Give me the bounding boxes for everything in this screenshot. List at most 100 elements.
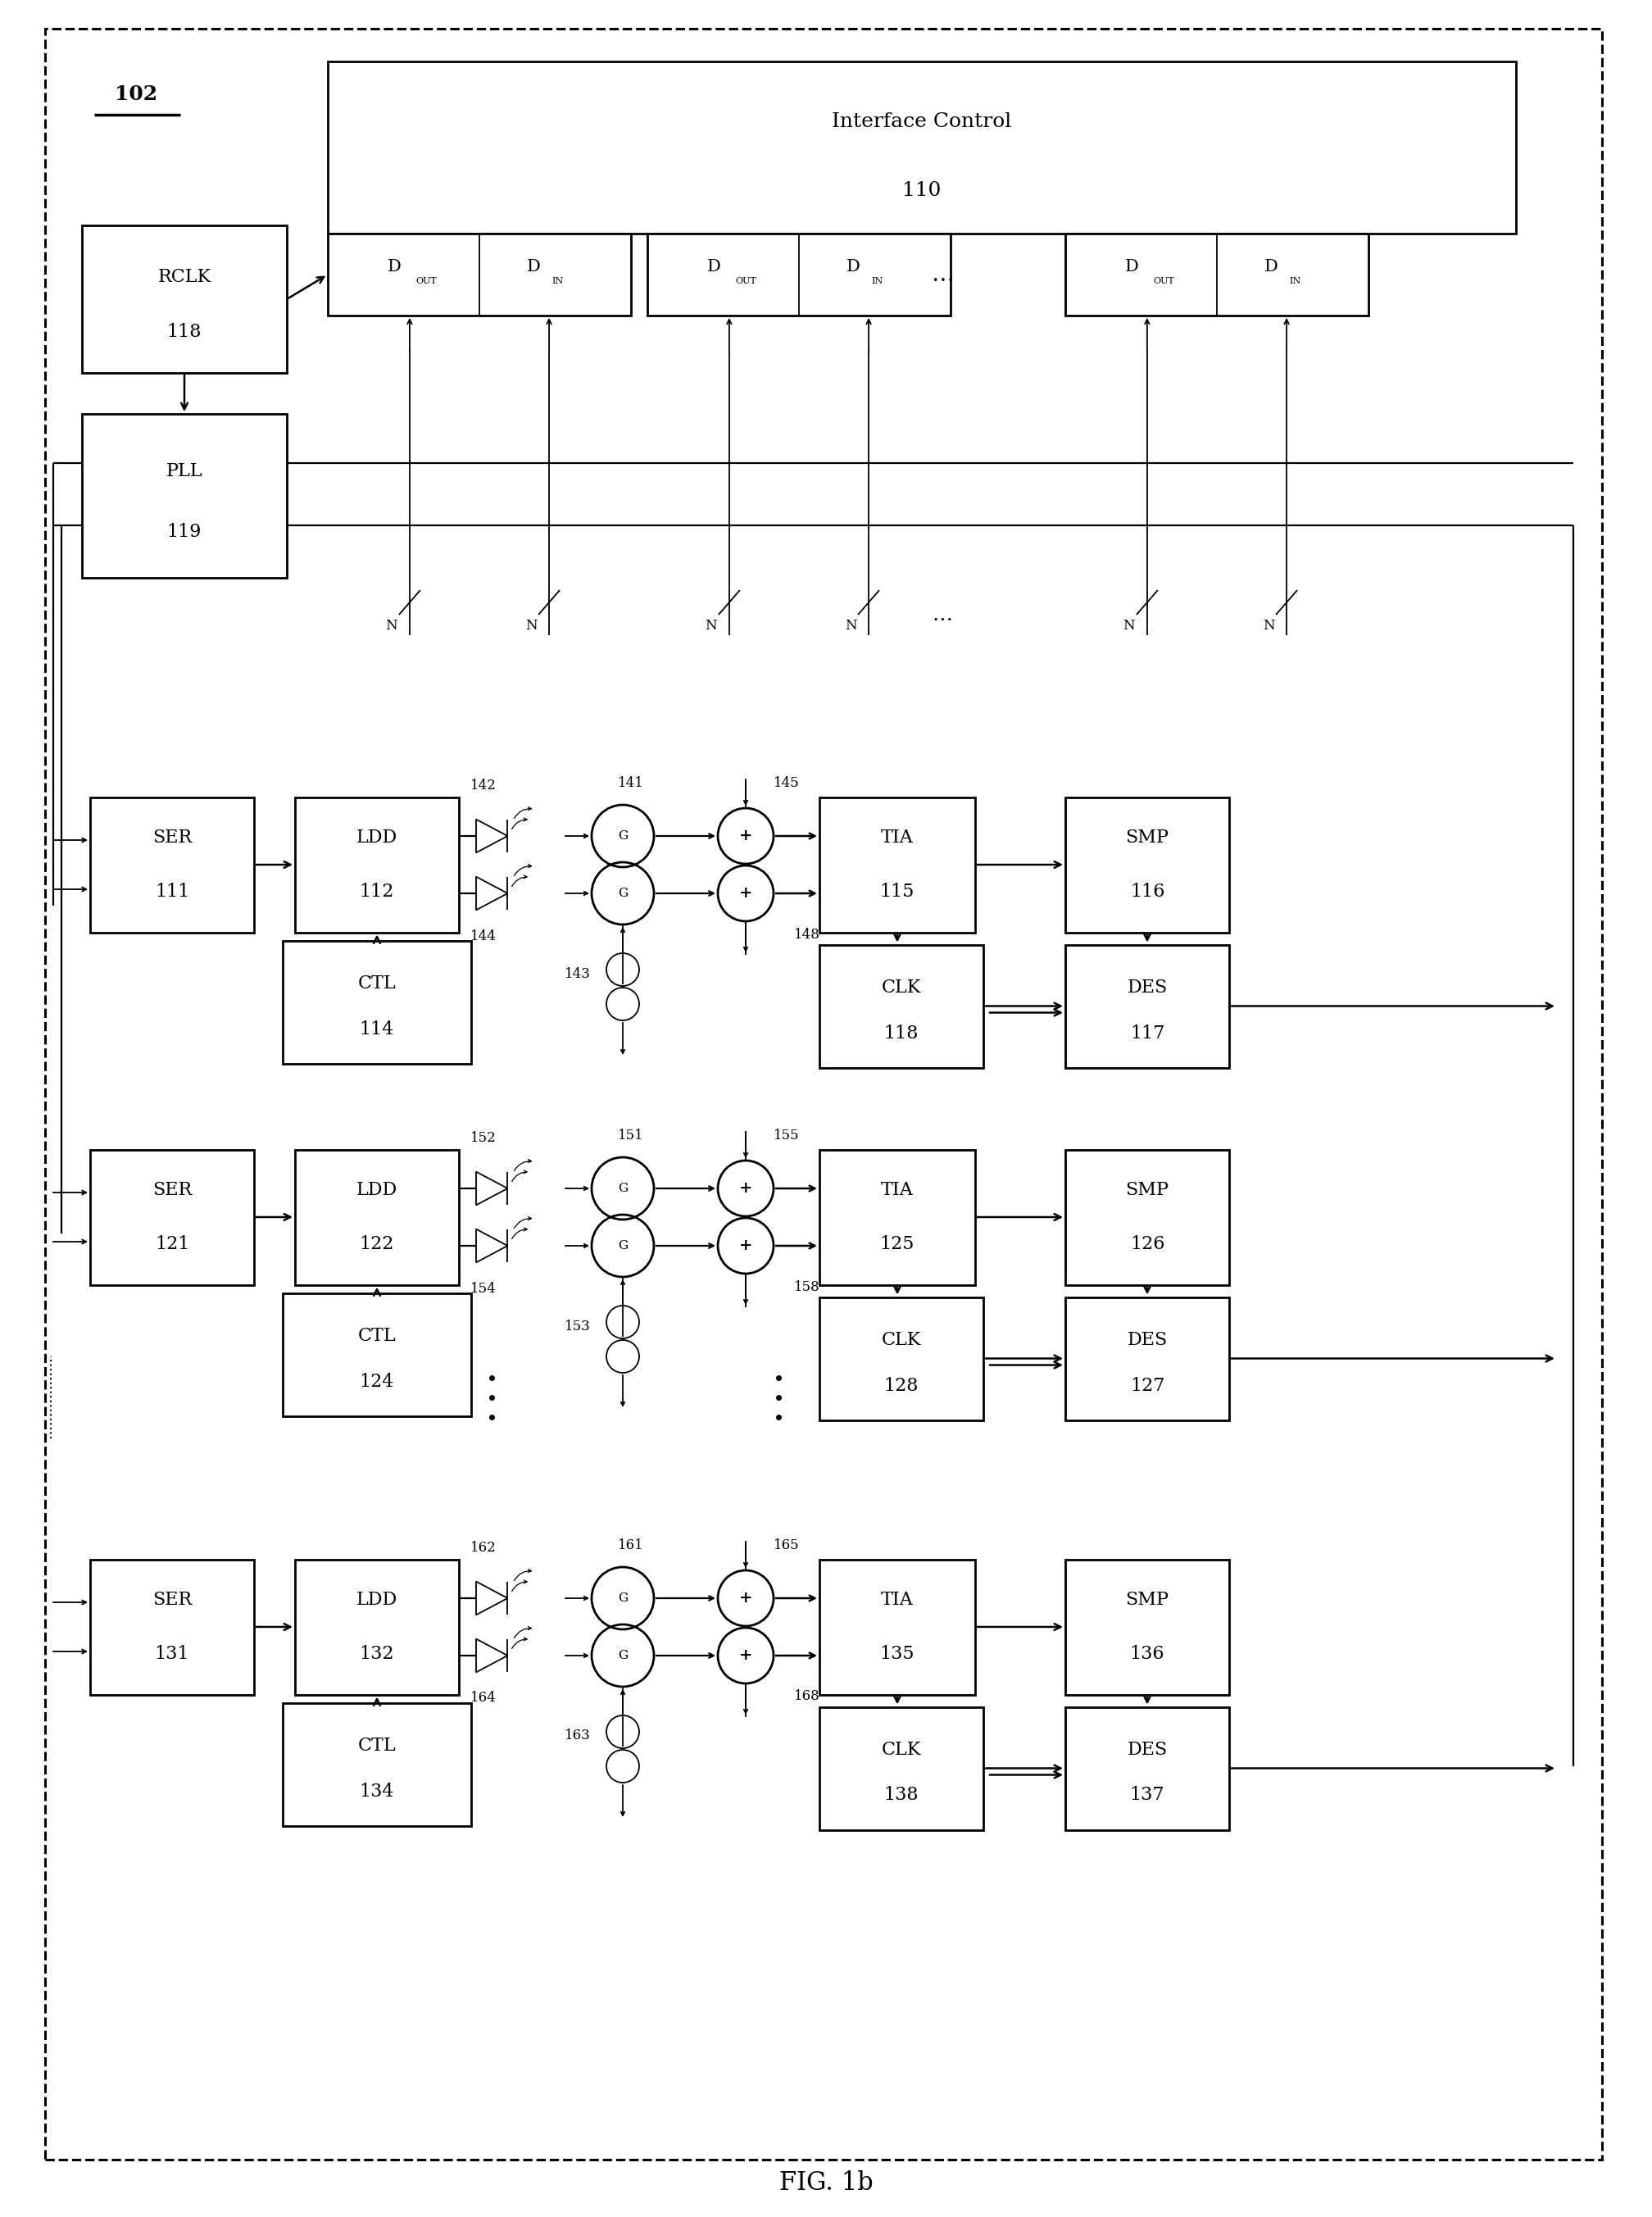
Text: FIG. 1b: FIG. 1b [780,2170,872,2195]
Text: 110: 110 [902,182,942,200]
Text: 118: 118 [167,324,202,341]
Text: Interface Control: Interface Control [833,113,1011,131]
Text: 153: 153 [565,1319,591,1332]
Text: SER: SER [152,1592,192,1610]
Bar [819,798,975,933]
Text: G: G [618,1592,628,1603]
Text: 127: 127 [1130,1377,1165,1394]
Text: 154: 154 [471,1281,497,1295]
Bar [327,62,1517,233]
Bar [282,1703,471,1825]
Text: CLK: CLK [882,1740,922,1758]
Text: 124: 124 [360,1372,395,1390]
Text: +: + [738,1647,752,1663]
Bar [1066,1707,1229,1829]
Text: +: + [738,1592,752,1605]
Text: N: N [844,619,857,632]
Text: 148: 148 [795,927,819,942]
Text: DES: DES [1127,1330,1168,1350]
Text: D: D [1125,259,1138,275]
Bar [91,1148,254,1284]
Text: 138: 138 [884,1787,919,1805]
Text: TIA: TIA [881,1182,914,1199]
Text: 131: 131 [155,1645,190,1663]
Text: N: N [1262,619,1275,632]
Text: 161: 161 [618,1539,644,1552]
Text: 168: 168 [795,1689,819,1703]
Bar [819,1707,983,1829]
Text: G: G [618,1649,628,1661]
Text: 118: 118 [884,1024,919,1042]
Bar [296,1148,459,1284]
Text: 116: 116 [1130,882,1165,900]
Text: 165: 165 [773,1539,800,1552]
Text: SMP: SMP [1125,1592,1170,1610]
Text: 141: 141 [618,776,644,789]
Text: 114: 114 [360,1020,395,1038]
Text: LDD: LDD [357,829,398,847]
Text: 122: 122 [360,1235,395,1253]
Text: 135: 135 [881,1645,915,1663]
Text: N: N [385,619,398,632]
Text: CTL: CTL [358,1328,396,1346]
Text: 112: 112 [360,882,395,900]
Text: 145: 145 [773,776,800,789]
Text: D: D [1264,259,1279,275]
Text: 128: 128 [884,1377,919,1394]
Text: DES: DES [1127,1740,1168,1758]
Bar [1066,798,1229,933]
Text: N: N [1123,619,1135,632]
Text: DES: DES [1127,978,1168,998]
Text: D: D [707,259,720,275]
Bar [1066,1559,1229,1694]
Text: D: D [388,259,401,275]
Text: CLK: CLK [882,1330,922,1350]
Bar [282,1293,471,1417]
Text: 119: 119 [167,523,202,541]
Text: 136: 136 [1130,1645,1165,1663]
Text: …: … [932,605,953,625]
Bar [819,1148,975,1284]
Text: RCLK: RCLK [157,268,211,286]
Text: 143: 143 [565,967,591,980]
Text: +: + [738,1182,752,1195]
Text: SMP: SMP [1125,1182,1170,1199]
Text: N: N [705,619,717,632]
Text: 132: 132 [360,1645,395,1663]
Text: 152: 152 [471,1131,497,1144]
Text: 117: 117 [1130,1024,1165,1042]
Text: 137: 137 [1130,1787,1165,1805]
Text: 162: 162 [471,1541,497,1554]
Bar [1066,1297,1229,1419]
Text: 163: 163 [565,1729,591,1743]
Text: 111: 111 [155,882,190,900]
Text: G: G [618,1182,628,1195]
Text: G: G [618,1239,628,1253]
Text: IN: IN [552,277,563,286]
Text: N: N [525,619,537,632]
Text: G: G [618,887,628,900]
Text: SER: SER [152,1182,192,1199]
Text: 144: 144 [471,929,497,942]
Text: TIA: TIA [881,829,914,847]
Bar [1066,944,1229,1069]
Text: TIA: TIA [881,1592,914,1610]
Text: 134: 134 [360,1782,395,1800]
Text: IN: IN [1290,277,1302,286]
Bar [83,415,287,579]
Text: +: + [738,887,752,900]
Bar [819,1559,975,1694]
Bar [282,940,471,1064]
Text: CTL: CTL [358,1736,396,1754]
Text: CTL: CTL [358,975,396,993]
Text: OUT: OUT [1153,277,1175,286]
Text: 125: 125 [881,1235,915,1253]
Text: +: + [738,1239,752,1253]
Text: PLL: PLL [167,463,203,481]
Bar [296,798,459,933]
Text: 151: 151 [618,1128,644,1142]
Bar [648,233,950,315]
Text: SER: SER [152,829,192,847]
Bar [1066,1148,1229,1284]
Bar [91,798,254,933]
